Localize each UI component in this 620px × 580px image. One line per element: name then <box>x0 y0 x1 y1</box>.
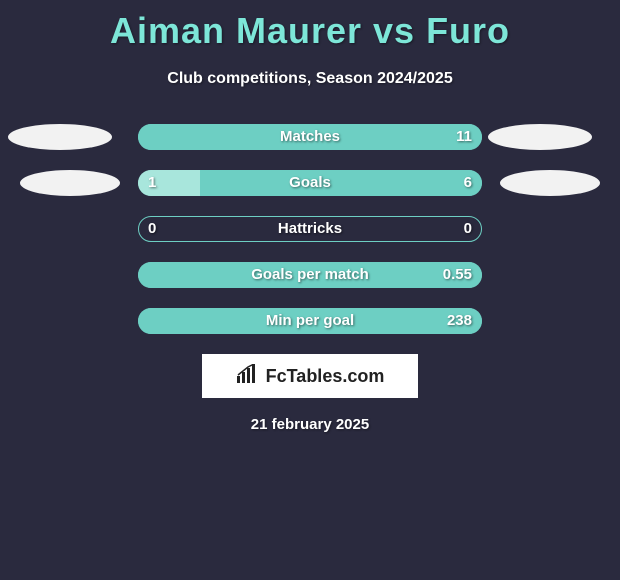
stat-row: Hattricks00 <box>0 216 620 242</box>
stat-bar-track <box>138 216 482 242</box>
stat-bar-track <box>138 308 482 334</box>
stat-value-right: 11 <box>456 124 472 150</box>
stat-bar-right-fill <box>138 124 482 150</box>
stat-bar-track <box>138 124 482 150</box>
stat-value-right: 0 <box>464 216 472 242</box>
stat-value-right: 0.55 <box>443 262 472 288</box>
stat-row: Min per goal238 <box>0 308 620 334</box>
stat-bar-right-fill <box>138 262 482 288</box>
stat-value-right: 238 <box>447 308 472 334</box>
date-line: 21 february 2025 <box>0 416 620 433</box>
stat-bar-track <box>138 262 482 288</box>
stat-bar-right-fill <box>200 170 482 196</box>
page-title: Aiman Maurer vs Furo <box>0 0 620 52</box>
stat-bar-track <box>138 170 482 196</box>
subtitle: Club competitions, Season 2024/2025 <box>0 70 620 88</box>
stat-value-left: 1 <box>148 170 156 196</box>
stat-row: Matches11 <box>0 124 620 150</box>
fctables-logo: FcTables.com <box>202 354 418 398</box>
stat-bar-right-fill <box>138 308 482 334</box>
stat-row: Goals per match0.55 <box>0 262 620 288</box>
stat-value-right: 6 <box>464 170 472 196</box>
logo-text: FcTables.com <box>266 366 385 387</box>
chart-icon <box>236 364 260 389</box>
stat-value-left: 0 <box>148 216 156 242</box>
stats-area: Matches11Goals16Hattricks00Goals per mat… <box>0 124 620 334</box>
stat-row: Goals16 <box>0 170 620 196</box>
